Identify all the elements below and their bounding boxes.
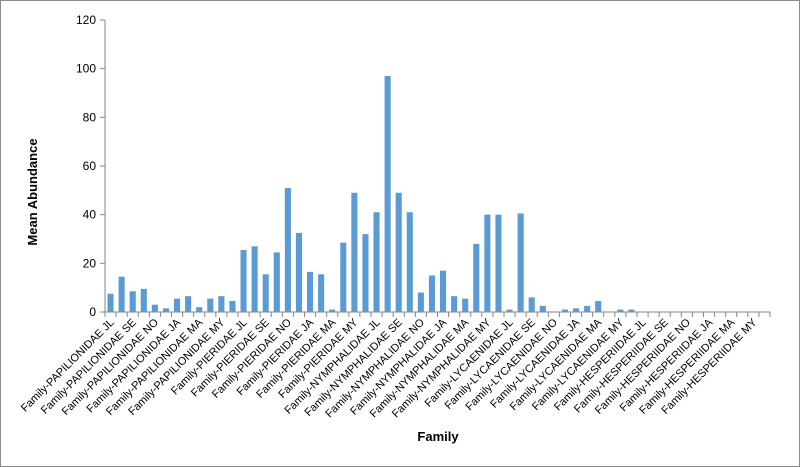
y-axis: 0 20 40 60 80 100 120 (76, 13, 106, 319)
bar (229, 301, 236, 312)
bar (384, 75, 391, 312)
y-tick-label: 40 (83, 208, 97, 222)
bar (495, 214, 502, 312)
bar (151, 304, 158, 312)
bar (162, 308, 170, 312)
bar (595, 301, 602, 312)
bars (107, 75, 635, 312)
bar (428, 275, 436, 312)
x-axis (104, 311, 771, 317)
bar (306, 271, 314, 312)
y-tick-label: 20 (83, 256, 97, 270)
bar (251, 246, 258, 312)
bar (284, 187, 291, 312)
y-tick-label: 100 (76, 62, 96, 76)
bar (196, 307, 203, 312)
bar (273, 252, 280, 312)
bar (118, 276, 125, 312)
bar (617, 309, 624, 312)
bar (462, 298, 469, 312)
bar (439, 270, 447, 312)
x-axis-title: Family (417, 429, 459, 444)
bar (318, 274, 325, 312)
bar (561, 309, 569, 312)
y-axis-title: Mean Abundance (25, 138, 40, 245)
bar (207, 298, 214, 312)
bar (185, 296, 192, 312)
bar (329, 309, 336, 312)
bar (451, 296, 458, 312)
bar (351, 192, 358, 312)
bar (506, 309, 513, 312)
bar (584, 305, 591, 312)
bar (628, 309, 635, 312)
bar (140, 288, 147, 312)
bar (295, 232, 303, 312)
y-tick-label: 60 (83, 159, 97, 173)
bar (539, 305, 546, 312)
bar (129, 291, 136, 312)
bar (572, 308, 580, 312)
bar (240, 249, 247, 312)
bar (484, 214, 491, 312)
x-tick-labels: Family-PAPILIONIDAE JLFamily-PAPILIONIDA… (19, 316, 760, 420)
bar (373, 212, 380, 312)
bar (406, 212, 413, 312)
bar (173, 298, 181, 312)
bar (362, 234, 369, 312)
bar (262, 274, 269, 312)
y-tick-label: 0 (89, 305, 96, 319)
bar (218, 296, 225, 312)
bar (517, 213, 524, 312)
bar (417, 292, 424, 312)
bar (395, 192, 402, 312)
bar (473, 243, 480, 312)
y-tick-label: 120 (76, 13, 96, 27)
bar (107, 293, 114, 312)
y-tick-label: 80 (83, 110, 97, 124)
bar (528, 297, 535, 312)
bar (340, 242, 347, 312)
